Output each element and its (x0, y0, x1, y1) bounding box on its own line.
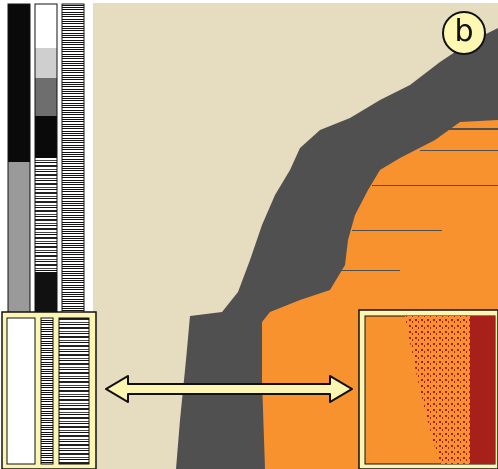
bar-3 (61, 3, 85, 313)
zoom-inset-left (1, 311, 97, 469)
bar-1 (7, 3, 31, 313)
ragged-edge-marks (340, 128, 498, 271)
panel-label-b: b (442, 11, 486, 55)
bar-2 (34, 3, 58, 313)
double-arrow (105, 375, 353, 403)
zoom-inset-right (358, 309, 498, 469)
